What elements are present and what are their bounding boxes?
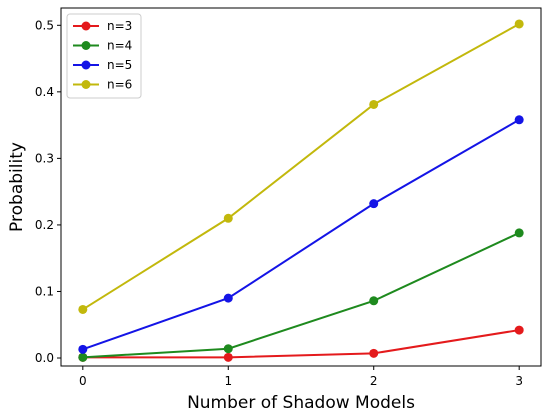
- legend-marker: [81, 80, 91, 89]
- legend-item: n=4: [73, 39, 132, 53]
- data-point: [78, 344, 88, 354]
- legend-marker: [81, 41, 91, 50]
- data-point: [369, 199, 379, 209]
- series-line: [82, 23, 520, 311]
- plot-area-border: [60, 7, 542, 367]
- data-point: [369, 348, 379, 358]
- data-point: [514, 325, 524, 335]
- legend-label: n=6: [107, 78, 132, 92]
- y-tick-label: 0.3: [35, 151, 54, 165]
- series-layer: [78, 19, 524, 362]
- legend-label: n=4: [107, 39, 132, 53]
- x-axis-label: Number of Shadow Models: [187, 393, 415, 413]
- y-tick-label: 0.1: [35, 284, 54, 298]
- data-point: [514, 115, 524, 125]
- data-point: [223, 213, 233, 223]
- data-point: [369, 99, 379, 109]
- legend-item: n=3: [73, 19, 132, 33]
- y-tick-label: 0.4: [35, 85, 54, 99]
- data-point: [78, 304, 88, 314]
- legend-label: n=5: [107, 58, 132, 72]
- series-3: [78, 19, 524, 314]
- legend-item: n=5: [73, 58, 132, 72]
- series-line: [82, 232, 520, 359]
- data-point: [223, 293, 233, 303]
- series-1: [78, 228, 524, 362]
- y-tick-label: 0.5: [35, 18, 54, 32]
- data-point: [223, 352, 233, 362]
- y-tick-label: 0.2: [35, 218, 54, 232]
- legend: n=3 n=4 n=5 n=6: [66, 13, 142, 99]
- legend-box: [66, 13, 142, 99]
- y-axis-ticks: 0.0 0.1 0.2 0.3 0.4 0.5: [35, 18, 61, 365]
- data-point: [514, 19, 524, 29]
- legend-marker: [81, 60, 91, 70]
- legend-marker: [81, 21, 91, 31]
- series-0: [78, 325, 524, 362]
- series-2: [78, 115, 524, 354]
- y-axis-label: Probability: [7, 142, 27, 232]
- plot-frame: [60, 7, 542, 367]
- x-tick-label: 1: [224, 374, 232, 388]
- data-point: [514, 228, 524, 238]
- data-point: [369, 296, 379, 306]
- x-axis-ticks: 0 1 2 3: [79, 366, 523, 388]
- data-point: [78, 352, 88, 362]
- legend-label: n=3: [107, 19, 132, 33]
- x-tick-label: 3: [515, 374, 523, 388]
- y-tick-label: 0.0: [35, 351, 54, 365]
- x-tick-label: 2: [370, 374, 378, 388]
- legend-item: n=6: [73, 78, 132, 92]
- series-line: [82, 329, 520, 359]
- x-tick-label: 0: [79, 374, 87, 388]
- series-line: [82, 118, 520, 351]
- data-point: [223, 344, 233, 354]
